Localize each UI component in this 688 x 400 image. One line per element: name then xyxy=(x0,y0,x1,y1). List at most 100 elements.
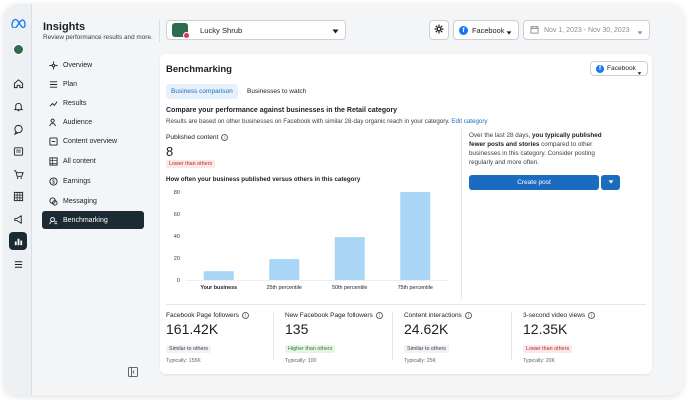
benchmarking-card: Benchmarking f Facebook Business compari… xyxy=(160,54,652,374)
info-icon[interactable]: i xyxy=(221,134,229,141)
shop-icon[interactable] xyxy=(9,165,27,183)
x-tick-label: 75th percentile xyxy=(398,285,433,291)
gear-icon xyxy=(434,24,444,36)
all-content-icon xyxy=(48,156,58,166)
facebook-icon: f xyxy=(596,64,604,73)
platform-selector[interactable]: f Facebook xyxy=(453,20,519,40)
metric-typical: Typically: 100 xyxy=(285,358,317,364)
x-tick-label: 50th percentile xyxy=(332,285,367,291)
metric-typical: Typically: 155K xyxy=(166,358,201,364)
create-post-dropdown-button[interactable] xyxy=(601,175,620,190)
card-platform-filter[interactable]: f Facebook xyxy=(590,61,648,76)
sidebar-item-benchmarking[interactable]: Benchmarking xyxy=(42,211,144,229)
bar-your-business[interactable] xyxy=(203,271,234,280)
sidebar-item-earnings[interactable]: $ Earnings xyxy=(42,172,144,190)
insights-sidebar: Insights Review performance results and … xyxy=(38,4,154,395)
card-platform-label: Facebook xyxy=(607,65,636,72)
publishing-frequency-bar-chart: 0 20 40 60 80 Your business 25th percentile 50t… xyxy=(174,190,448,291)
create-post-button[interactable]: Create post xyxy=(469,175,599,190)
chat-icon[interactable] xyxy=(9,120,27,138)
header-divider xyxy=(159,20,160,42)
chart-heading: How often your business published versus… xyxy=(166,176,361,183)
bar-50th-percentile[interactable] xyxy=(334,237,365,280)
app-title: Insights xyxy=(43,21,86,33)
plan-icon xyxy=(48,79,58,89)
x-tick-label: 25th percentile xyxy=(267,285,302,291)
account-avatar[interactable] xyxy=(9,40,27,58)
status-badge: Higher than others xyxy=(285,345,336,353)
metric-value: 161.42K xyxy=(166,321,219,337)
compare-subtitle: Results are based on other businesses on… xyxy=(166,118,488,125)
edit-category-link[interactable]: Edit category xyxy=(451,118,488,125)
metric-value: 135 xyxy=(285,321,309,337)
sidebar-item-messaging[interactable]: Messaging xyxy=(42,192,144,210)
bar-25th-percentile[interactable] xyxy=(269,259,300,280)
benchmarking-icon xyxy=(48,215,58,225)
metric-label: 3-second video views xyxy=(523,312,586,319)
platform-label: Facebook xyxy=(472,25,505,35)
content-overview-icon xyxy=(48,136,58,146)
results-icon xyxy=(48,98,58,108)
date-range-picker[interactable]: Nov 1, 2023 - Nov 30, 2023 xyxy=(523,20,650,40)
sidebar-item-overview[interactable]: Overview xyxy=(42,56,144,74)
metrics-divider xyxy=(166,304,646,305)
facebook-icon: f xyxy=(459,25,468,35)
sidebar-item-all-content[interactable]: All content xyxy=(42,152,144,170)
insight-text: Over the last 28 days, you typically pub… xyxy=(469,132,602,166)
svg-text:$: $ xyxy=(52,179,55,185)
menu-icon[interactable] xyxy=(9,255,27,273)
chevron-down-icon xyxy=(506,28,512,37)
y-tick-label: 20 xyxy=(174,256,180,262)
metric-video-views: 3-second video views i 12.35K Lower than … xyxy=(523,312,637,364)
meta-logo-icon[interactable] xyxy=(9,14,27,32)
grid-icon[interactable] xyxy=(9,187,27,205)
chevron-down-icon xyxy=(608,179,614,186)
posts-icon[interactable] xyxy=(9,142,27,160)
info-icon[interactable]: i xyxy=(375,312,383,319)
sidebar-item-audience[interactable]: Audience xyxy=(42,113,144,131)
metric-value: 24.62K xyxy=(404,321,449,337)
megaphone-icon[interactable] xyxy=(9,210,27,228)
chevron-down-icon xyxy=(637,68,642,77)
account-page-icon xyxy=(172,23,190,39)
earnings-icon: $ xyxy=(48,176,58,186)
info-icon[interactable]: i xyxy=(464,312,472,319)
sidebar-item-content-overview[interactable]: Content overview xyxy=(42,132,144,150)
bell-icon[interactable] xyxy=(9,97,27,115)
audience-icon xyxy=(48,117,58,127)
page-title: Benchmarking xyxy=(166,64,232,75)
account-selector[interactable]: Lucky Shrub xyxy=(166,20,346,40)
y-tick-label: 40 xyxy=(174,234,180,240)
metric-label: New Facebook Page followers xyxy=(285,312,373,319)
insights-chart-icon[interactable] xyxy=(9,232,27,250)
status-badge: Similar to others xyxy=(166,345,211,353)
account-name: Lucky Shrub xyxy=(200,25,243,35)
home-icon[interactable] xyxy=(9,74,27,92)
calendar-icon xyxy=(530,25,539,36)
metric-typical: Typically: 25K xyxy=(404,358,437,364)
tab-business-comparison[interactable]: Business comparison xyxy=(166,84,238,99)
info-icon[interactable]: i xyxy=(588,312,596,319)
collapse-sidebar-icon[interactable] xyxy=(128,364,138,377)
status-badge: Lower than others xyxy=(166,160,216,168)
x-tick-label: Your business xyxy=(200,285,237,291)
tab-businesses-to-watch[interactable]: Businesses to watch xyxy=(247,88,307,95)
compare-subtitle-text: Results are based on other businesses on… xyxy=(166,118,450,125)
icon-rail xyxy=(4,4,32,395)
messaging-icon xyxy=(48,196,58,206)
metric-label: Content interactions xyxy=(404,312,462,319)
y-tick-label: 60 xyxy=(174,212,180,218)
sidebar-item-plan[interactable]: Plan xyxy=(42,75,144,93)
chevron-down-icon xyxy=(637,28,643,37)
info-icon[interactable]: i xyxy=(242,312,249,319)
section-divider xyxy=(461,129,462,299)
metric-new-page-followers: New Facebook Page followers i 135 Higher … xyxy=(285,312,399,364)
metric-typical: Typically: 20K xyxy=(523,358,556,364)
y-tick-label: 0 xyxy=(177,278,180,284)
metric-label: Facebook Page followers xyxy=(166,312,239,319)
bar-75th-percentile[interactable] xyxy=(400,192,431,280)
settings-button[interactable] xyxy=(429,20,449,40)
app-window: Insights Review performance results and … xyxy=(4,4,683,395)
metric-divider xyxy=(273,312,274,360)
sidebar-item-results[interactable]: Results xyxy=(42,94,144,112)
